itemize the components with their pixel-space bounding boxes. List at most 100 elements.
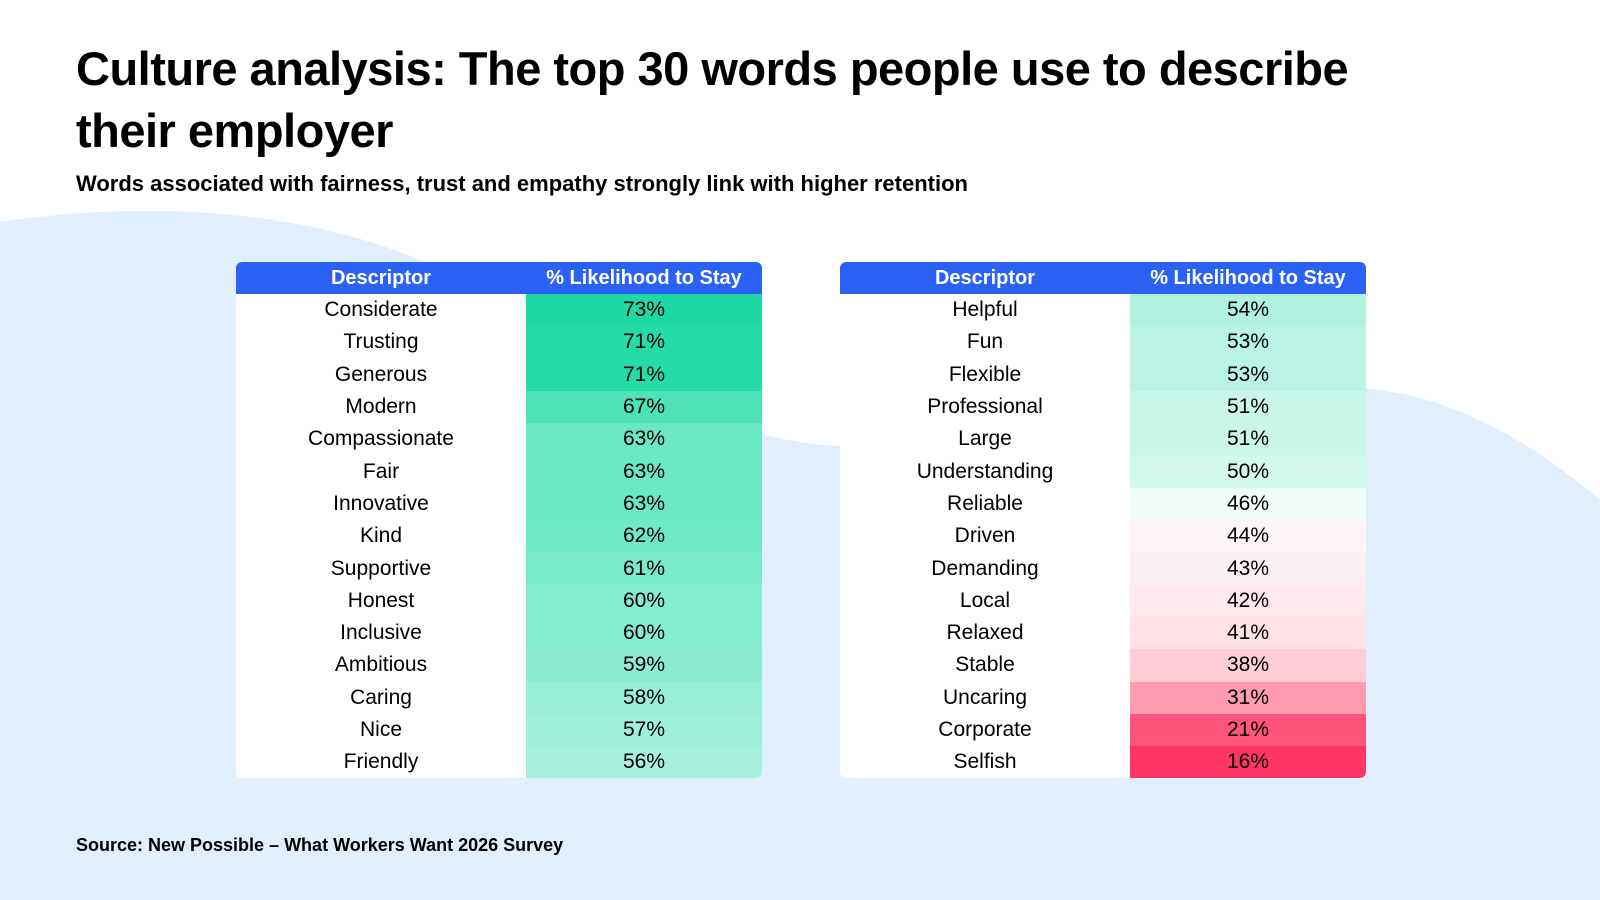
likelihood-cell: 51% <box>1130 390 1366 424</box>
descriptor-cell: Fair <box>362 459 400 483</box>
table-row: Large 51% <box>840 423 1366 456</box>
likelihood-cell: 57% <box>526 713 762 747</box>
likelihood-cell: 63% <box>526 423 762 456</box>
likelihood-cell: 53% <box>1130 358 1366 391</box>
descriptor-cell: Caring <box>350 685 412 709</box>
table-row: Demanding 43% <box>840 552 1366 585</box>
header-likelihood: % Likelihood to Stay <box>546 266 742 289</box>
descriptor-cell: Considerate <box>324 298 438 322</box>
table-row: Modern 67% <box>236 390 762 424</box>
likelihood-cell: 31% <box>1130 681 1366 714</box>
likelihood-cell: 21% <box>1130 713 1366 747</box>
descriptor-cell: Ambitious <box>334 653 428 677</box>
table-header: Descriptor % Likelihood to Stay <box>236 262 762 294</box>
descriptor-cell: Reliable <box>947 491 1023 515</box>
likelihood-cell: 50% <box>1130 455 1366 488</box>
table-row: Local 42% <box>840 584 1366 617</box>
page-title: Culture analysis: The top 30 words peopl… <box>76 42 1349 157</box>
descriptor-cell: Compassionate <box>308 427 454 451</box>
descriptor-cell: Selfish <box>953 750 1017 774</box>
likelihood-cell: 54% <box>1130 294 1366 327</box>
table-row: Compassionate 63% <box>236 423 762 456</box>
table-row: Fair 63% <box>236 455 762 488</box>
likelihood-cell: 71% <box>526 326 762 359</box>
descriptor-cell: Understanding <box>916 459 1054 483</box>
table-row: Professional 51% <box>840 390 1366 424</box>
descriptor-cell: Supportive <box>330 556 432 580</box>
table-row: Flexible 53% <box>840 358 1366 391</box>
descriptor-cell: Friendly <box>343 750 419 774</box>
table-header: Descriptor % Likelihood to Stay <box>840 262 1366 294</box>
descriptor-cell: Generous <box>334 362 428 386</box>
table-row: Friendly 56% <box>236 746 762 779</box>
table-row: Relaxed 41% <box>840 616 1366 650</box>
likelihood-cell: 71% <box>526 358 762 391</box>
descriptor-cell: Helpful <box>952 298 1018 322</box>
likelihood-cell: 42% <box>1130 584 1366 617</box>
descriptor-cell: Trusting <box>343 330 419 354</box>
table-row: Selfish 16% <box>840 746 1366 779</box>
source-note: Source: New Possible – What Workers Want… <box>76 835 564 855</box>
table-row: Considerate 73% <box>236 294 762 327</box>
likelihood-cell: 60% <box>526 584 762 617</box>
table-row: Generous 71% <box>236 358 762 391</box>
likelihood-cell: 43% <box>1130 552 1366 585</box>
likelihood-cell: 51% <box>1130 423 1366 456</box>
table-row: Understanding 50% <box>840 455 1366 488</box>
table-row: Supportive 61% <box>236 552 762 585</box>
descriptor-cell: Uncaring <box>942 685 1028 709</box>
descriptor-cell: Large <box>958 427 1012 451</box>
descriptor-table-top: Descriptor % Likelihood to Stay Consider… <box>236 262 762 779</box>
likelihood-cell: 56% <box>526 746 762 779</box>
likelihood-cell: 53% <box>1130 326 1366 359</box>
descriptor-cell: Local <box>959 588 1011 612</box>
descriptor-cell: Corporate <box>938 718 1032 741</box>
table-row: Helpful 54% <box>840 294 1366 327</box>
descriptor-cell: Kind <box>359 524 403 548</box>
descriptor-cell: Stable <box>955 653 1015 677</box>
header-descriptor: Descriptor <box>934 266 1036 289</box>
descriptor-table-bottom: Descriptor % Likelihood to Stay Helpful 5… <box>840 262 1366 779</box>
likelihood-cell: 38% <box>1130 649 1366 682</box>
table-row: Kind 62% <box>236 520 762 553</box>
table-row: Driven 44% <box>840 520 1366 553</box>
table-row: Fun 53% <box>840 326 1366 359</box>
descriptor-cell: Professional <box>927 395 1043 419</box>
table-row: Caring 58% <box>236 681 762 714</box>
descriptor-cell: Honest <box>347 588 415 612</box>
header-descriptor: Descriptor <box>330 266 432 289</box>
descriptor-cell: Relaxed <box>946 621 1024 645</box>
likelihood-cell: 61% <box>526 552 762 585</box>
page-subtitle: Words associated with fairness, trust an… <box>76 171 968 196</box>
descriptor-cell: Demanding <box>931 556 1039 580</box>
table-row: Stable 38% <box>840 649 1366 682</box>
table-row: Trusting 71% <box>236 326 762 359</box>
likelihood-cell: 63% <box>526 455 762 488</box>
likelihood-cell: 59% <box>526 649 762 682</box>
descriptor-cell: Inclusive <box>340 621 422 645</box>
likelihood-cell: 73% <box>526 294 762 327</box>
likelihood-cell: 46% <box>1130 487 1366 521</box>
table-row: Ambitious 59% <box>236 649 762 682</box>
table-row: Nice 57% <box>236 713 762 747</box>
likelihood-cell: 67% <box>526 390 762 424</box>
descriptor-cell: Driven <box>954 524 1016 548</box>
descriptor-cell: Innovative <box>333 491 429 515</box>
likelihood-cell: 60% <box>526 616 762 650</box>
descriptor-cell: Nice <box>359 718 402 741</box>
table-row: Uncaring 31% <box>840 681 1366 714</box>
table-row: Honest 60% <box>236 584 762 617</box>
likelihood-cell: 58% <box>526 681 762 714</box>
likelihood-cell: 62% <box>526 520 762 553</box>
table-row: Reliable 46% <box>840 487 1366 521</box>
descriptor-cell: Fun <box>966 330 1004 354</box>
likelihood-cell: 63% <box>526 487 762 521</box>
table-row: Inclusive 60% <box>236 616 762 650</box>
descriptor-cell: Flexible <box>948 362 1022 386</box>
descriptor-cell: Modern <box>345 395 417 419</box>
table-row: Innovative 63% <box>236 487 762 521</box>
table-row: Corporate 21% <box>840 713 1366 747</box>
likelihood-cell: 16% <box>1130 746 1366 779</box>
header-likelihood: % Likelihood to Stay <box>1150 266 1346 289</box>
likelihood-cell: 44% <box>1130 520 1366 553</box>
